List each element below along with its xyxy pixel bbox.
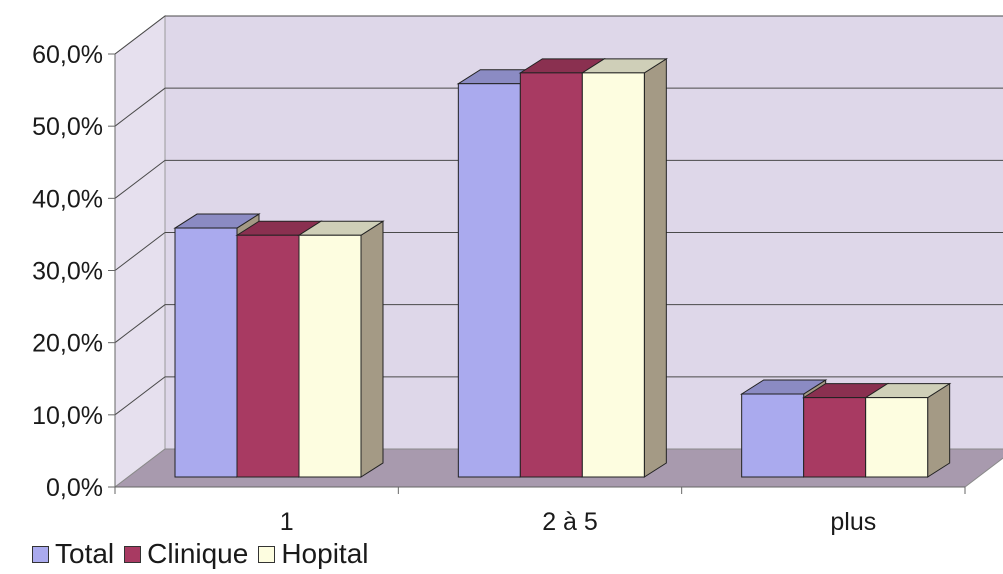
bar-front bbox=[519, 72, 583, 478]
bar-front bbox=[457, 83, 521, 478]
gridlines bbox=[114, 15, 1003, 416]
legend-label-clinique: Clinique bbox=[147, 538, 249, 569]
y-tick-label: 60,0% bbox=[32, 41, 103, 69]
x-tick-label: 1 bbox=[280, 508, 294, 536]
bar bbox=[863, 382, 952, 478]
bar-front bbox=[581, 72, 645, 478]
legend-swatch-total bbox=[32, 545, 49, 563]
bar-front bbox=[174, 227, 238, 478]
legend-swatch-hopital bbox=[258, 545, 276, 563]
bar-side bbox=[360, 220, 384, 478]
x-tick-label: plus bbox=[830, 508, 876, 536]
bar-front bbox=[236, 234, 300, 478]
x-tick-labels: 1 2 à 5 plus bbox=[280, 508, 877, 536]
legend-label-hopital: Hopital bbox=[281, 538, 369, 569]
y-tick-label: 0,0% bbox=[46, 474, 103, 502]
bar-front bbox=[865, 397, 929, 478]
y-tick-label: 10,0% bbox=[32, 402, 103, 430]
bar bbox=[580, 57, 669, 478]
legend-item-hopital: Hopital bbox=[258, 538, 369, 570]
y-tick-label: 50,0% bbox=[32, 113, 103, 141]
bar-front bbox=[298, 234, 362, 478]
y-tick-label: 20,0% bbox=[32, 330, 103, 358]
axes bbox=[108, 53, 966, 494]
legend-item-clinique: Clinique bbox=[124, 538, 248, 570]
legend-swatch-clinique bbox=[124, 545, 142, 563]
bars bbox=[173, 57, 952, 478]
legend: Total Clinique Hopital bbox=[32, 538, 379, 570]
y-tick-label: 30,0% bbox=[32, 258, 103, 286]
bar-front bbox=[741, 393, 805, 478]
bar-side bbox=[643, 57, 667, 478]
bar-front bbox=[803, 397, 867, 478]
bar bbox=[297, 220, 385, 478]
gridline bbox=[114, 87, 1003, 127]
gridline bbox=[114, 304, 1003, 344]
gridline bbox=[114, 232, 1003, 271]
legend-item-total: Total bbox=[32, 538, 114, 570]
gridline bbox=[114, 15, 1003, 55]
gridline bbox=[114, 159, 1003, 199]
x-tick-label: 2 à 5 bbox=[542, 508, 598, 536]
y-tick-labels: 0,0% 10,0% 20,0% 30,0% 40,0% 50,0% 60,0% bbox=[32, 41, 103, 502]
legend-label-total: Total bbox=[55, 538, 115, 569]
y-tick-label: 40,0% bbox=[32, 185, 103, 213]
bar-side bbox=[927, 382, 951, 478]
gridline bbox=[114, 376, 1003, 416]
